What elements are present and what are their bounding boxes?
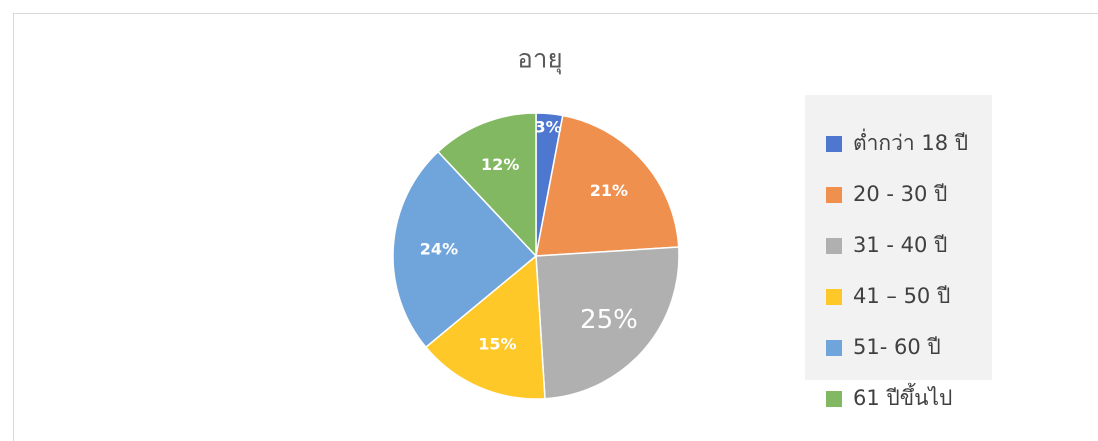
pie-slice [535,114,680,257]
chart-title: อายุ [517,45,562,75]
pie-slice [424,254,546,400]
data-label: 12% [481,155,519,174]
data-label: 25% [580,305,638,335]
legend-label: 61 ปีขึ้นไป [853,383,952,410]
legend-label: 51- 60 ปี [853,335,941,359]
data-label: 15% [478,335,516,354]
legend-swatch [826,136,842,152]
legend-label: ต่ำกว่า 18 ปี [853,128,968,155]
pie-slice [392,150,538,349]
legend-label: 20 - 30 ปี [853,182,947,206]
data-label: 21% [590,181,628,200]
legend-swatch [826,340,842,356]
legend-swatch [826,391,842,407]
legend-label: 41 – 50 ปี [853,284,950,308]
pie-slice [535,246,680,400]
data-label: 24% [420,239,458,258]
legend-swatch [826,238,842,254]
legend-swatch [826,187,842,203]
data-label: 3% [535,117,562,136]
legend-label: 31 - 40 ปี [853,233,947,257]
legend-swatch [826,289,842,305]
pie-slice [437,112,537,258]
